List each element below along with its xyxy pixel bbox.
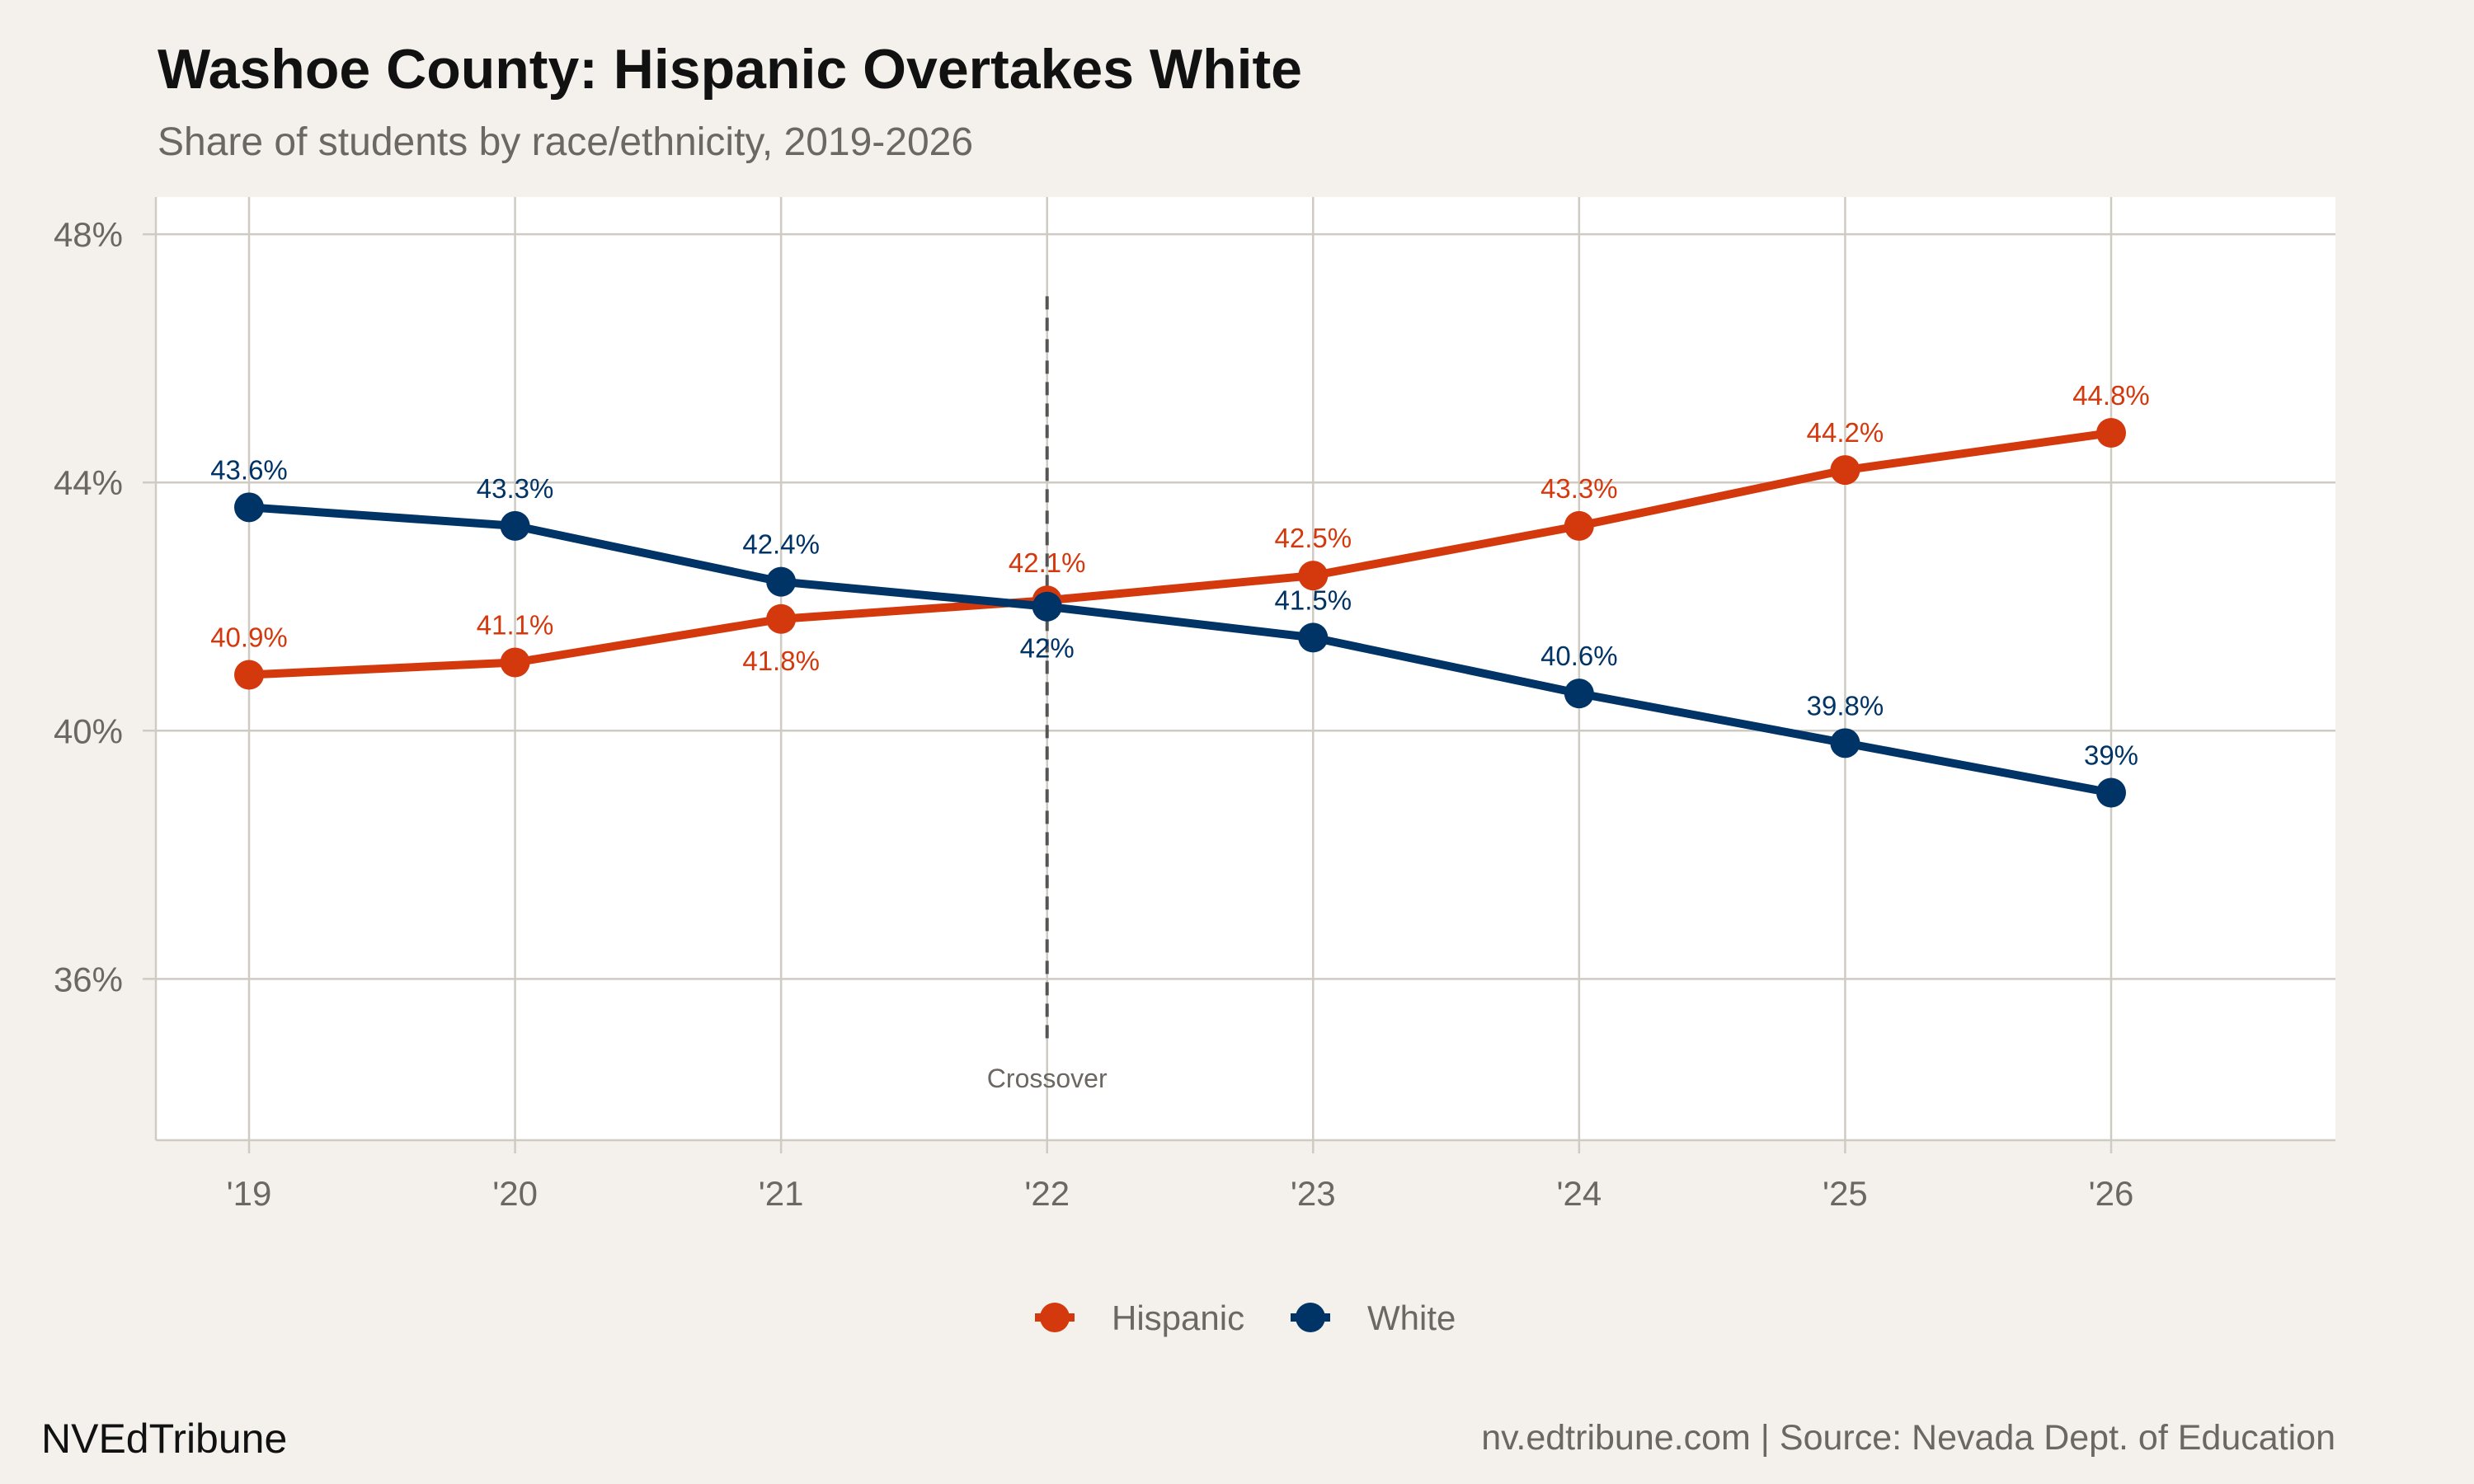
y-tick-label: 44%: [54, 463, 123, 502]
data-label: 43.3%: [1540, 473, 1618, 504]
data-label: 42.4%: [742, 529, 820, 560]
source-note: nv.edtribune.com | Source: Nevada Dept. …: [1481, 1418, 2335, 1458]
plot-panel: [156, 197, 2335, 1140]
data-point: [1830, 455, 1860, 486]
data-point: [1564, 679, 1594, 709]
x-tick-label: '20: [492, 1174, 538, 1213]
data-label: 43.6%: [210, 454, 288, 485]
axes: 36% 40% 44% 48% '19 '20 '21 '22 '23 '24 '25 '26: [54, 197, 2335, 1213]
data-point: [766, 566, 797, 597]
data-label: 40.6%: [1540, 641, 1618, 671]
legend-item-hispanic: Hispanic: [1035, 1298, 1244, 1337]
x-tick-label: '19: [227, 1174, 272, 1213]
x-tick-label: '24: [1556, 1174, 1602, 1213]
chart-title: Washoe County: Hispanic Overtakes White: [158, 38, 1302, 101]
data-label: 43.3%: [477, 473, 554, 504]
y-tick-label: 36%: [54, 960, 123, 998]
legend-label: White: [1367, 1298, 1456, 1337]
data-label: 39%: [2084, 740, 2138, 771]
x-tick-label: '25: [1823, 1174, 1868, 1213]
data-point: [2096, 777, 2126, 808]
data-label: 41.8%: [742, 646, 820, 676]
legend-swatch-point: [1040, 1303, 1070, 1332]
data-label: 41.1%: [477, 609, 554, 640]
legend-item-white: White: [1291, 1298, 1456, 1337]
data-label: 40.9%: [210, 622, 288, 653]
data-label: 42.5%: [1274, 523, 1352, 553]
data-point: [1830, 728, 1860, 758]
data-label: 44.2%: [1807, 417, 1884, 448]
data-label: 44.8%: [2072, 380, 2150, 411]
data-point: [234, 660, 264, 690]
series-group: 40.9% 41.1% 41.8% 42.1% 42.5% 43.3% 44.2% 44.8%…: [210, 380, 2150, 808]
data-point: [500, 510, 530, 541]
data-label: 39.8%: [1807, 690, 1884, 721]
data-label: 41.5%: [1274, 585, 1352, 615]
y-tick-label: 48%: [54, 215, 123, 254]
data-point: [766, 603, 797, 634]
data-label: 42.1%: [1009, 547, 1086, 578]
crossover-label: Crossover: [987, 1064, 1108, 1093]
crossover-annotation: Crossover: [987, 296, 1108, 1093]
legend-label: Hispanic: [1112, 1298, 1244, 1337]
data-point: [500, 647, 530, 678]
y-tick-label: 40%: [54, 711, 123, 750]
series-line: [248, 429, 2112, 679]
series-line: [248, 503, 2112, 797]
data-point: [1298, 561, 1329, 591]
x-tick-label: '21: [759, 1174, 804, 1213]
data-point: [234, 492, 264, 523]
data-point: [1564, 510, 1594, 541]
x-tick-label: '26: [2089, 1174, 2134, 1213]
data-point: [1298, 622, 1329, 653]
data-label: 42%: [1020, 633, 1075, 664]
x-tick-label: '22: [1024, 1174, 1070, 1213]
legend-swatch-point: [1296, 1303, 1325, 1332]
x-tick-label: '23: [1291, 1174, 1336, 1213]
chart-subtitle: Share of students by race/ethnicity, 201…: [158, 120, 973, 164]
brand-name: NVEdTribune: [41, 1416, 287, 1462]
data-point: [1032, 591, 1062, 622]
legend: Hispanic White: [1035, 1298, 1456, 1337]
series-white: [234, 492, 2126, 808]
data-point: [2096, 418, 2126, 448]
